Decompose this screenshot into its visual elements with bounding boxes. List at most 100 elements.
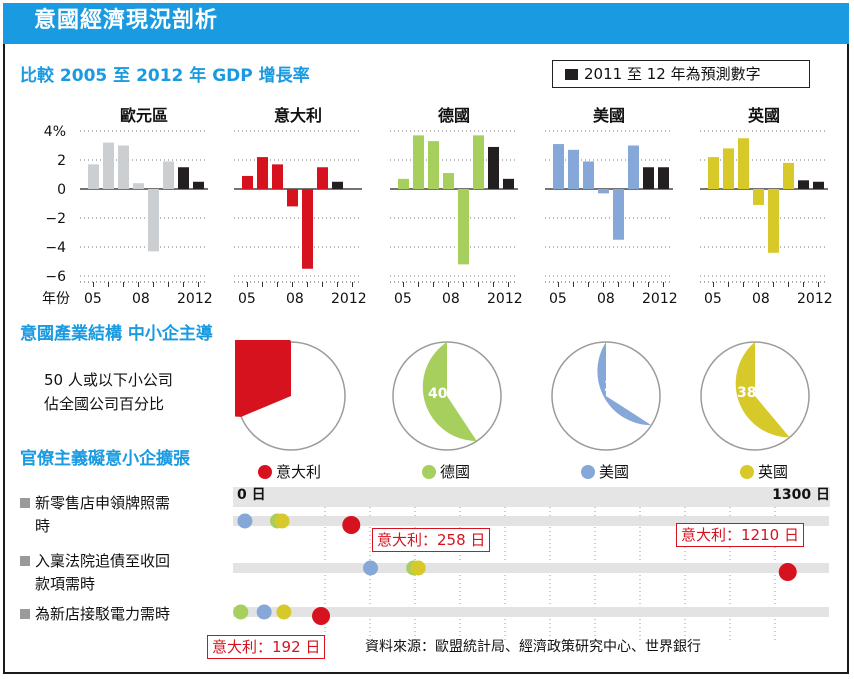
gdp-bar bbox=[568, 149, 579, 189]
bureaucracy-section-title: 官僚主義礙意小企擴張 bbox=[20, 449, 190, 469]
gdp-bar bbox=[473, 135, 484, 189]
country-dot bbox=[274, 513, 290, 529]
gdp-bar bbox=[553, 144, 564, 189]
panel-title: 美國 bbox=[593, 106, 625, 125]
x-tick-label: 05 bbox=[238, 291, 256, 307]
legend-dot bbox=[422, 465, 436, 479]
x-axis-prefix: 年份 bbox=[42, 291, 70, 307]
pie-value-label: 38.9% bbox=[737, 385, 786, 401]
gdp-bar bbox=[88, 164, 99, 189]
country-dot bbox=[256, 604, 272, 620]
y-tick-label: −4 bbox=[45, 240, 66, 256]
forecast-legend-swatch bbox=[565, 69, 578, 80]
days-scale-bar bbox=[233, 487, 830, 507]
gdp-bar bbox=[628, 145, 639, 189]
gdp-bar bbox=[458, 189, 469, 265]
y-tick-label: −2 bbox=[45, 211, 66, 227]
country-dot bbox=[237, 513, 253, 529]
panel-title: 意大利 bbox=[274, 106, 322, 125]
row-bullet-3 bbox=[20, 609, 30, 619]
industry-section-title: 意國產業結構 中小企主導 bbox=[20, 324, 213, 344]
legend-label: 美國 bbox=[599, 463, 630, 481]
pie-statement-line-1: 50 人或以下小公司 bbox=[44, 371, 173, 389]
forecast-legend: 2011 至 12 年為預測數字 bbox=[552, 60, 810, 88]
pie-chart bbox=[551, 341, 661, 451]
gdp-bar bbox=[302, 189, 313, 269]
gdp-panel: 德國 05 08 2012 bbox=[390, 106, 523, 307]
gdp-bar bbox=[193, 181, 204, 189]
gdp-panel: 歐元區 05 08 2012 bbox=[80, 106, 213, 307]
pie-slice bbox=[235, 340, 291, 417]
pie-value-label: 40.7% bbox=[428, 386, 477, 402]
gdp-bar bbox=[347, 189, 358, 190]
row-label-electricity: 為新店接駁電力需時 bbox=[35, 605, 171, 623]
legend-label: 意大利 bbox=[276, 463, 322, 481]
gdp-bar bbox=[813, 181, 824, 189]
x-tick-label: 05 bbox=[704, 291, 722, 307]
gdp-section-title: 比較 2005 至 2012 年 GDP 增長率 bbox=[20, 66, 310, 86]
gdp-bar bbox=[118, 145, 129, 189]
gdp-bar bbox=[443, 173, 454, 189]
scale-start-label: 0 日 bbox=[237, 487, 266, 503]
legend-label: 德國 bbox=[440, 463, 471, 481]
pie-value-label: 68.7% bbox=[275, 404, 324, 420]
row-label-debt-line-1: 入稟法院追債至收回 bbox=[35, 552, 171, 570]
country-dot bbox=[410, 560, 426, 576]
country-dot bbox=[233, 604, 249, 620]
gdp-bar bbox=[753, 189, 764, 205]
row-label-debt-line-2: 款項需時 bbox=[35, 575, 96, 593]
gdp-bar bbox=[503, 178, 514, 189]
y-tick-label: −6 bbox=[45, 269, 66, 285]
country-dot bbox=[342, 516, 361, 534]
pie-slice bbox=[422, 342, 477, 442]
panel-title: 英國 bbox=[747, 106, 780, 125]
gdp-bar bbox=[708, 157, 719, 189]
callout-italy-debt: 意大利：1210 日 bbox=[676, 523, 804, 547]
row-track bbox=[233, 563, 829, 573]
gdp-bar bbox=[738, 138, 749, 189]
gdp-bar bbox=[783, 162, 794, 189]
x-tick-label: 08 bbox=[597, 291, 615, 307]
pie-slice bbox=[735, 342, 790, 438]
gdp-bar bbox=[613, 189, 624, 240]
page-title: 意國經濟現況剖析 bbox=[34, 8, 219, 33]
pie-statement-line-2: 佔全國公司百分比 bbox=[44, 395, 165, 413]
x-tick-label: 08 bbox=[132, 291, 150, 307]
scale-end-label: 1300 日 bbox=[772, 487, 830, 503]
callout-italy-electricity: 意大利：192 日 bbox=[207, 635, 326, 659]
gdp-bar bbox=[103, 142, 114, 189]
gdp-bar bbox=[658, 167, 669, 189]
gdp-bar bbox=[317, 167, 328, 189]
country-dot bbox=[276, 604, 292, 620]
legend-dot bbox=[740, 465, 754, 479]
gdp-bar bbox=[598, 189, 609, 194]
gdp-bar bbox=[332, 181, 343, 189]
panel-title: 歐元區 bbox=[120, 106, 168, 125]
x-tick-label: 05 bbox=[394, 291, 412, 307]
pie-slice bbox=[597, 342, 652, 426]
y-tick-label: 4% bbox=[44, 124, 66, 140]
gdp-bar bbox=[163, 161, 174, 189]
x-tick-label: 2012 bbox=[331, 291, 367, 307]
x-tick-label: 08 bbox=[442, 291, 460, 307]
forecast-legend-text: 2011 至 12 年為預測數字 bbox=[584, 65, 761, 83]
x-tick-label: 2012 bbox=[177, 291, 213, 307]
y-tick-label: 0 bbox=[57, 182, 66, 198]
gdp-bar bbox=[488, 146, 499, 189]
gdp-bar bbox=[583, 161, 594, 189]
country-dot bbox=[778, 563, 797, 581]
pie-chart bbox=[392, 341, 502, 451]
country-dot bbox=[312, 607, 331, 625]
legend-dot bbox=[258, 465, 272, 479]
gdp-bar bbox=[768, 189, 779, 253]
gdp-bar bbox=[272, 164, 283, 189]
row-track bbox=[233, 607, 829, 617]
x-tick-label: 2012 bbox=[642, 291, 678, 307]
row-label-licence-line-1: 新零售店申領牌照需 bbox=[35, 494, 171, 512]
y-tick-label: 2 bbox=[57, 153, 66, 169]
gdp-bar bbox=[242, 175, 253, 189]
legend-label: 英國 bbox=[758, 463, 789, 481]
gdp-bar bbox=[178, 167, 189, 189]
gdp-growth-chart: 4% 2 0 −2 −4 −6 年份 歐元區 05 08 2012 意大利 05 08 2012 德國 05 08… bbox=[42, 106, 833, 307]
